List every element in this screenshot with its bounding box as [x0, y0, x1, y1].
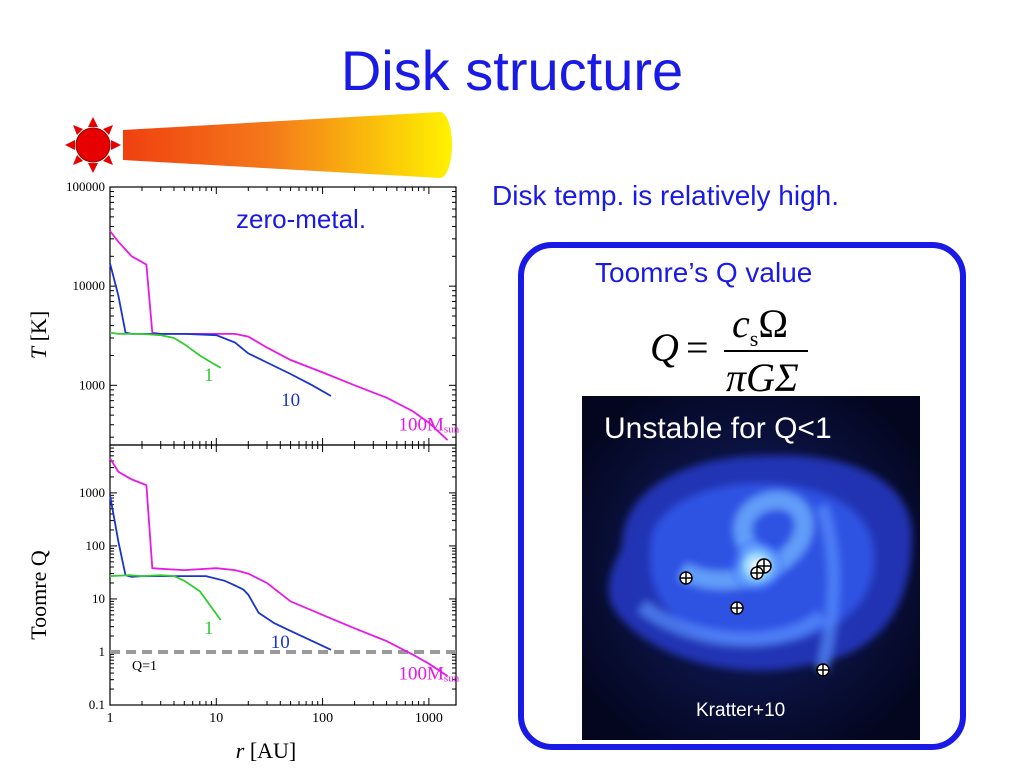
disk-beam [123, 112, 452, 178]
sun-icon [65, 117, 121, 173]
series-line-100m [109, 230, 449, 441]
series-label-sub: sun [444, 424, 460, 436]
formula-fraction-bar [724, 350, 808, 352]
annotation-zero-metal: zero-metal. [236, 204, 366, 234]
q-equals-1-label: Q=1 [132, 659, 157, 674]
y-tick-label: 1000 [79, 377, 105, 392]
formula-numerator: csΩ [732, 300, 788, 352]
series-line-100m [109, 457, 449, 677]
formula-cs-sub: s [749, 326, 759, 351]
formula-omega: Ω [758, 301, 789, 346]
x-tick-label: 1000 [415, 711, 443, 726]
y-axis-label-Q: Toomre Q [26, 550, 51, 640]
x-tick-label: 1 [107, 711, 114, 726]
y-tick-label: 10 [92, 591, 105, 606]
series-line-1 [109, 331, 222, 369]
x-axis-label-r: r [236, 738, 245, 763]
simulation-image [582, 396, 920, 740]
image-credit: Kratter+10 [696, 700, 786, 721]
series-label: 1 [204, 365, 214, 386]
formula-lhs: Q [650, 325, 679, 370]
x-axis-label: r [AU] [236, 738, 297, 763]
y-tick-label: 10000 [73, 278, 106, 293]
series-label: 100Msun [399, 664, 460, 685]
x-tick-label: 10 [209, 711, 223, 726]
series-label: 100Msun [399, 415, 460, 436]
y-tick-label: 100000 [66, 179, 105, 194]
series-label-sub: sun [444, 673, 460, 685]
y-axis-label-T: T [K] [26, 311, 51, 359]
series-line-10 [109, 495, 332, 651]
series-line-10 [109, 263, 332, 397]
formula-cs: c [732, 301, 750, 346]
series-label: 10 [271, 632, 290, 653]
slide-title: Disk structure [340, 39, 684, 102]
protostar-markers [679, 558, 830, 677]
y-axis-label-T-symbol: T [26, 345, 51, 359]
series-label: 1 [204, 618, 214, 639]
series-label: 10 [281, 390, 300, 411]
unstable-label: Unstable for Q<1 [604, 412, 832, 445]
y-tick-label: 100 [86, 538, 106, 553]
sun-beam-illustration [65, 112, 452, 178]
x-axis-label-unit: [AU] [244, 738, 296, 763]
x-tick-label: 100 [312, 711, 333, 726]
formula-denominator: πGΣ [726, 355, 799, 400]
y-tick-label: 0.1 [89, 697, 105, 712]
disk-temp-note: Disk temp. is relatively high. [492, 180, 840, 211]
formula-eq: = [686, 325, 709, 370]
y-tick-label: 1000 [79, 485, 105, 500]
y-axis-label-T-unit: [K] [26, 311, 51, 347]
y-tick-label: 1 [99, 644, 106, 659]
toomre-q-title: Toomre’s Q value [595, 257, 813, 288]
plot-frame-1 [109, 444, 457, 706]
simulation-render [582, 396, 920, 740]
series-line-1 [109, 574, 222, 621]
